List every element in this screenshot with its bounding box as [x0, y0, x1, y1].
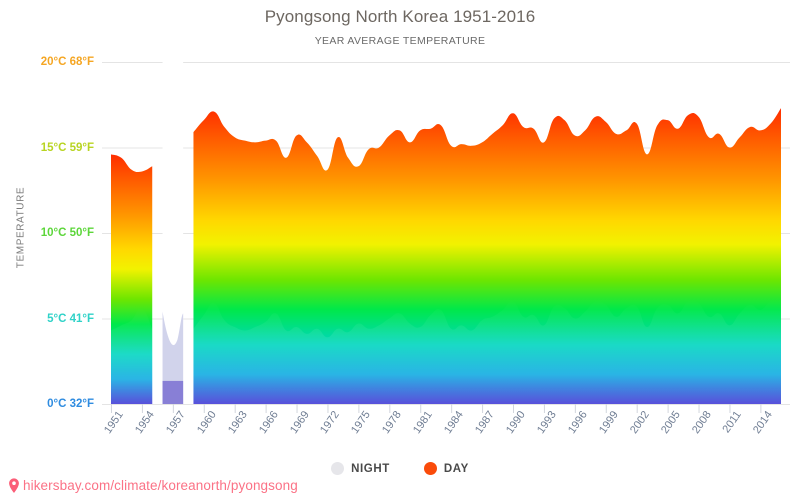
gap-baseline-band: [162, 380, 184, 404]
chart-subtitle: YEAR AVERAGE TEMPERATURE: [314, 35, 486, 47]
legend-label-day: DAY: [443, 462, 469, 475]
y-axis-tick-0: 0°C 32°F: [47, 398, 94, 410]
legend-item-night[interactable]: NIGHT: [331, 462, 390, 475]
y-axis-tick-5: 5°C 41°F: [47, 312, 94, 325]
night-area-segment-1: [193, 299, 781, 404]
page-title: Pyongsong North Korea 1951-2016: [264, 7, 536, 26]
y-axis-tick-20: 20°C 68°F: [40, 56, 94, 68]
night-dot-icon: [331, 462, 345, 475]
data-gap-region: [162, 60, 184, 404]
map-pin-icon: [9, 478, 19, 493]
source-link[interactable]: hikersbay.com/climate/koreanorth/pyongso…: [8, 478, 298, 493]
day-dot-icon: [423, 462, 437, 475]
y-axis-tick-10: 10°C 50°F: [40, 227, 94, 239]
night-area-segment-0: [111, 308, 153, 404]
chart-legend: NIGHT DAY: [0, 462, 800, 475]
y-axis-tick-15: 15°C 59°F: [40, 141, 94, 154]
legend-item-day[interactable]: DAY: [423, 462, 469, 475]
source-link-text: hikersbay.com/climate/koreanorth/pyongso…: [23, 478, 298, 493]
legend-label-night: NIGHT: [351, 462, 390, 475]
